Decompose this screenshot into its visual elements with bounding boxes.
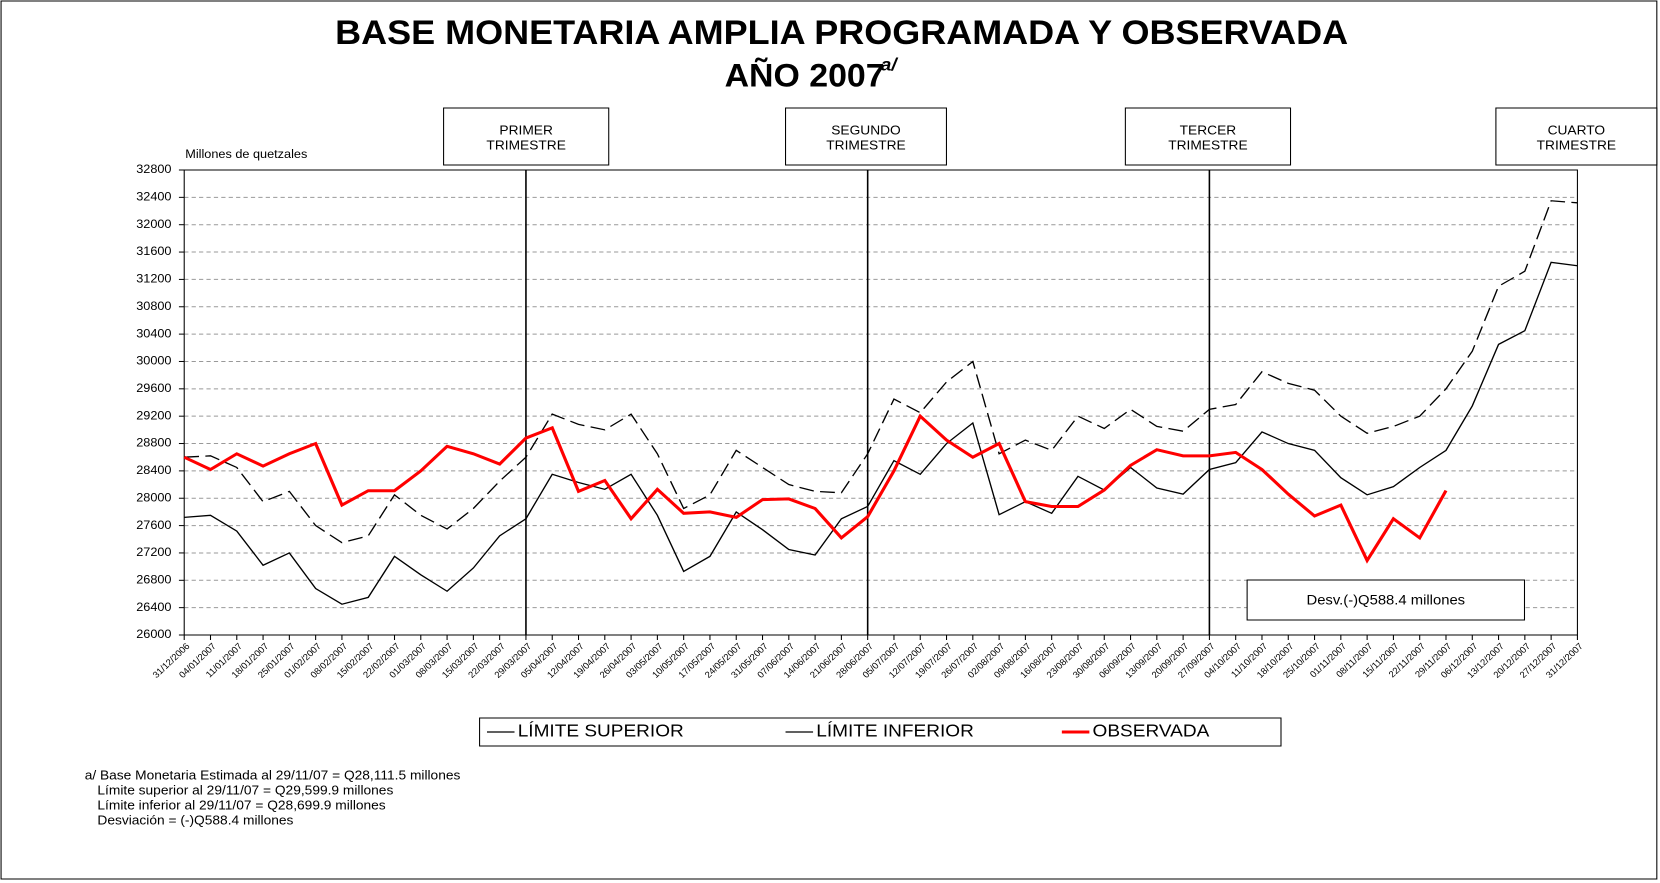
quarter-box: [1124, 107, 1292, 166]
quarter-box: [785, 107, 947, 166]
y-tick-label: 32400: [136, 190, 171, 204]
y-tick-label: 26400: [136, 600, 171, 614]
y-tick-label: 32000: [136, 217, 171, 231]
y-tick-label: 26800: [136, 573, 171, 587]
y-tick-label: 30000: [136, 354, 171, 368]
chart-title: BASE MONETARIA AMPLIA PROGRAMADA Y OBSER…: [335, 14, 1348, 52]
y-tick-label: 28400: [136, 463, 171, 477]
legend-label: LÍMITE INFERIOR: [816, 720, 974, 740]
subtitle-note: a/: [881, 54, 899, 74]
y-tick-label: 32800: [136, 162, 171, 176]
quarter-label: SEGUNDO: [831, 123, 901, 138]
annotation: Desv.(-)Q588.4 millones: [1307, 593, 1466, 609]
chart-subtitle: AÑO 2007: [725, 57, 885, 93]
y-tick-label: 27200: [136, 545, 171, 559]
legend-label: LÍMITE SUPERIOR: [518, 720, 684, 740]
quarter-box: [1495, 107, 1658, 166]
annotation-box: [1246, 579, 1526, 621]
y-tick-label: 28000: [136, 491, 171, 505]
y-axis-label: Millones de quetzales: [185, 147, 307, 161]
footnote: Desviación = (-)Q588.4 millones: [97, 813, 293, 828]
y-tick-label: 31200: [136, 272, 171, 286]
y-tick-label: 29600: [136, 381, 171, 395]
quarter-label: TRIMESTRE: [826, 138, 906, 153]
footnote: Límite inferior al 29/11/07 = Q28,699.9 …: [97, 798, 386, 813]
quarter-label: PRIMER: [499, 123, 553, 138]
series-line: [183, 413, 1448, 564]
plot-area: [183, 169, 1578, 636]
series-line: [184, 261, 1578, 605]
y-tick-label: 28800: [136, 436, 171, 450]
quarter-label: TERCER: [1180, 123, 1237, 138]
legend-box: [479, 717, 1282, 747]
y-tick-label: 27600: [136, 518, 171, 532]
y-tick-label: 26000: [136, 627, 171, 641]
y-tick-label: 30400: [136, 327, 171, 341]
quarter-label: CUARTO: [1548, 123, 1606, 138]
quarter-box: [443, 107, 610, 166]
y-tick-label: 31600: [136, 245, 171, 259]
legend-label: OBSERVADA: [1093, 720, 1210, 740]
series-line: [184, 200, 1578, 544]
footnote: Límite superior al 29/11/07 = Q29,599.9 …: [97, 783, 393, 798]
quarter-label: TRIMESTRE: [1168, 138, 1248, 153]
y-tick-label: 29200: [136, 409, 171, 423]
footnote: a/ Base Monetaria Estimada al 29/11/07 =…: [85, 768, 461, 783]
y-tick-label: 30800: [136, 299, 171, 313]
quarter-label: TRIMESTRE: [486, 138, 566, 153]
quarter-label: TRIMESTRE: [1537, 138, 1617, 153]
